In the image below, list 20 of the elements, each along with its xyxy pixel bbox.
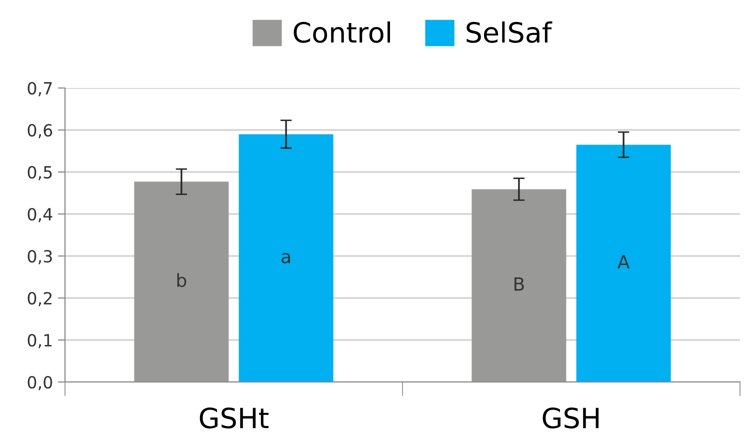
x-tick-label: GSHt	[200, 407, 269, 428]
legend-label: Control	[294, 21, 390, 43]
bar	[576, 144, 671, 382]
y-tick-label: 0,6	[28, 124, 52, 138]
y-tick-label: 0,3	[28, 250, 52, 264]
y-tick-label: 0,0	[28, 376, 52, 390]
bar	[238, 134, 334, 382]
bar	[134, 182, 229, 382]
y-tick-label: 0,2	[28, 292, 52, 306]
legend-label: SelSaf	[466, 21, 552, 43]
x-tick-label: GSH	[542, 407, 599, 428]
y-tick-label: 0,4	[28, 208, 52, 222]
y-tick-label: 0,1	[28, 334, 52, 348]
data-label: B	[514, 277, 524, 291]
bar	[472, 189, 566, 382]
data-label: a	[282, 252, 290, 264]
data-label: A	[618, 255, 630, 268]
data-label: b	[177, 273, 186, 288]
y-tick-label: 0,5	[28, 166, 52, 180]
y-tick-label: 0,7	[28, 82, 52, 96]
